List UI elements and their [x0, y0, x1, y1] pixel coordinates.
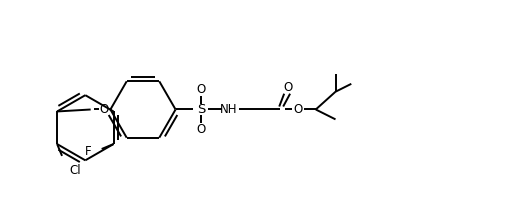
- Text: S: S: [197, 103, 206, 116]
- Text: O: O: [197, 83, 206, 96]
- Text: F: F: [85, 145, 92, 158]
- Text: O: O: [197, 123, 206, 136]
- Text: O: O: [284, 81, 293, 94]
- Text: O: O: [294, 103, 303, 116]
- Text: O: O: [100, 103, 109, 116]
- Text: NH: NH: [220, 103, 237, 116]
- Text: Cl: Cl: [69, 164, 81, 177]
